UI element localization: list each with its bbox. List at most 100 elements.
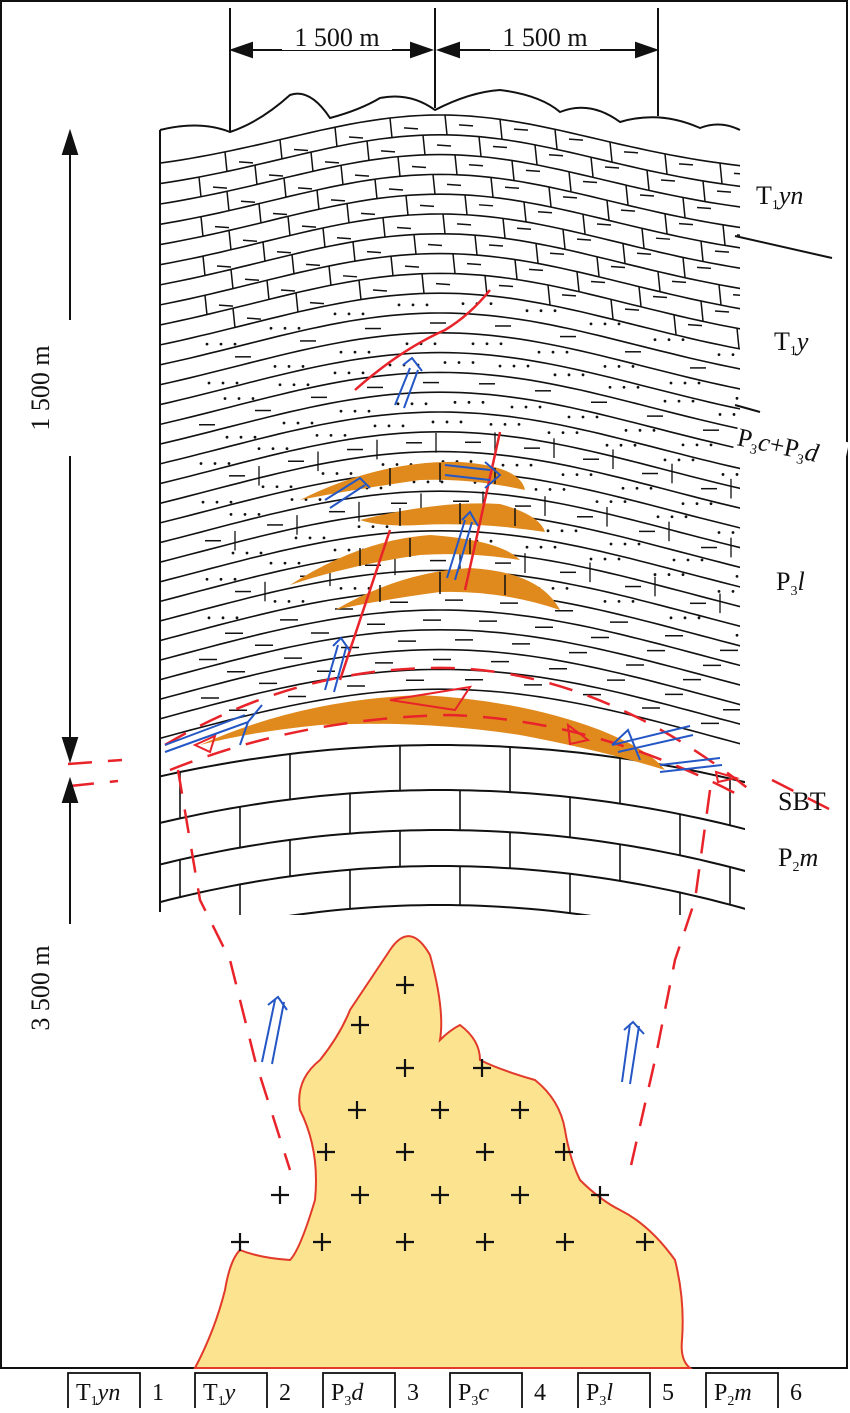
bedding-line: [160, 312, 740, 372]
legend-box: [67, 1372, 141, 1410]
orebody-1: [300, 461, 525, 500]
limestone-bed-line: [160, 789, 745, 832]
granite-crosses: [231, 976, 654, 1251]
bedding-line: [160, 648, 740, 708]
deep-fault-right: [628, 789, 712, 1171]
bedding-line: [160, 529, 740, 591]
sbt-upper-dashed: [164, 666, 751, 791]
dim-label-lower-vertical: 3 500 m: [26, 945, 55, 1030]
bedding-line: [160, 450, 740, 512]
flow-arrow-ore1: [324, 476, 371, 509]
flow-arrow-left: [324, 636, 351, 693]
bedding-line: [160, 430, 740, 492]
orebody-2: [360, 503, 545, 532]
bedding-line: [160, 371, 740, 432]
dashed-faults: [67, 666, 836, 1171]
limestone-bed-line: [160, 829, 745, 874]
sbt-lower-dashed: [169, 713, 749, 802]
bedding-line: [160, 213, 740, 271]
flow-arrow-sbt-right2: [659, 757, 723, 773]
legend-number: 5: [662, 1380, 674, 1406]
legend-item-5: P3l 5: [577, 1372, 674, 1410]
deep-fault-left: [176, 769, 292, 1171]
bedding-line: [160, 193, 740, 251]
dimension-lines: [61, 8, 660, 980]
dim-label-upper-vertical: 1 500 m: [26, 345, 55, 430]
dim-label-bg-lower: [50, 924, 90, 1052]
flow-arrow-ore1-right: [444, 461, 502, 489]
orebody-tip-left: [192, 734, 217, 754]
flow-arrow-sbt-right: [611, 725, 694, 761]
legend-number: 3: [407, 1380, 419, 1406]
bedding-line: [160, 272, 740, 332]
bedding-line: [160, 411, 740, 472]
dim-label-bg-left: [282, 26, 392, 50]
maokou-limestone-beds: [160, 744, 745, 915]
legend-item-2: T1y 2: [194, 1372, 291, 1410]
bedding-line: [160, 331, 740, 392]
bedding-line: [160, 391, 740, 452]
bedding-line: [160, 252, 740, 312]
break-mark-lower: [69, 779, 119, 788]
legend-symbol-text: P3d: [331, 1380, 364, 1408]
gold-orebodies: [200, 461, 665, 770]
flow-arrow-deep-right: [621, 1020, 645, 1085]
orebody-tip-right: [714, 770, 740, 784]
bedding-line: [160, 490, 740, 551]
flow-arrow-upper: [394, 356, 423, 409]
granite-pluton: [193, 935, 693, 1369]
legend-box: [322, 1372, 396, 1410]
legend-item-1: T1yn 1: [67, 1372, 164, 1410]
label-p3l: P3l: [776, 567, 805, 599]
orebody-arrow-outline: [389, 685, 473, 712]
boundary-t1yn-t1y: [734, 235, 833, 259]
legend-symbol-text: P2m: [714, 1380, 752, 1408]
label-p2m: P2m: [778, 843, 818, 875]
folded-strata: [160, 114, 740, 748]
label-p3c-p3d: P3c+P3d: [734, 423, 822, 472]
fault-middle-left: [338, 529, 392, 681]
legend-box: [705, 1372, 779, 1410]
bedding-line: [160, 114, 740, 168]
bedding-line: [160, 292, 740, 352]
dim-label-top-right: 1 500 m: [502, 23, 587, 52]
label-sbt: SBT: [778, 787, 826, 816]
fault-middle-right: [463, 431, 502, 591]
limestone-bed-line: [160, 865, 745, 912]
faults: [338, 289, 502, 681]
legend-item-4: P3c 4: [449, 1372, 546, 1410]
bedding-line: [160, 668, 740, 728]
legend-item-3: P3d 3: [322, 1372, 419, 1410]
orebody-4: [335, 568, 560, 610]
legend-box: [449, 1372, 523, 1410]
dim-label-top-left: 1 500 m: [294, 23, 379, 52]
legend-symbol-text: P3l: [586, 1380, 613, 1408]
fluid-flow-arrows: [164, 356, 723, 1085]
limestone-bed-line: [160, 904, 745, 915]
bedding-line: [160, 232, 740, 291]
bedding-line: [160, 628, 740, 689]
legend-number: 6: [790, 1380, 802, 1406]
flow-arrow-deep-left: [261, 995, 288, 1065]
boundary-t1y-p3: [734, 404, 761, 413]
bedding-line: [160, 173, 740, 230]
legend-symbol-text: T1y: [203, 1380, 236, 1408]
legend-number: 4: [534, 1380, 546, 1406]
legend-item-6: P2m 6: [705, 1372, 802, 1410]
legend-number: 1: [152, 1380, 164, 1406]
label-t1yn: T1yn: [756, 181, 803, 213]
bedding-line: [160, 351, 740, 412]
flow-arrow-mid: [446, 510, 479, 581]
bedding-line: [160, 133, 740, 189]
break-mark-upper: [67, 758, 123, 766]
bedding-line: [160, 609, 740, 669]
formation-labels: T1yn T1y P3c+P3d P3l SBT P2m: [732, 176, 850, 875]
orebody-3: [290, 535, 520, 585]
flow-arrow-sbt-left: [164, 704, 263, 753]
legend: T1yn1T1y2P3d3P3c4P3l5P2m6789SBT10Au1112: [67, 1372, 802, 1410]
legend-symbol-text: T1yn: [76, 1380, 120, 1408]
dim-label-bg-right: [490, 26, 600, 50]
fault-upper: [354, 289, 491, 391]
legend-number: 2: [279, 1380, 291, 1406]
